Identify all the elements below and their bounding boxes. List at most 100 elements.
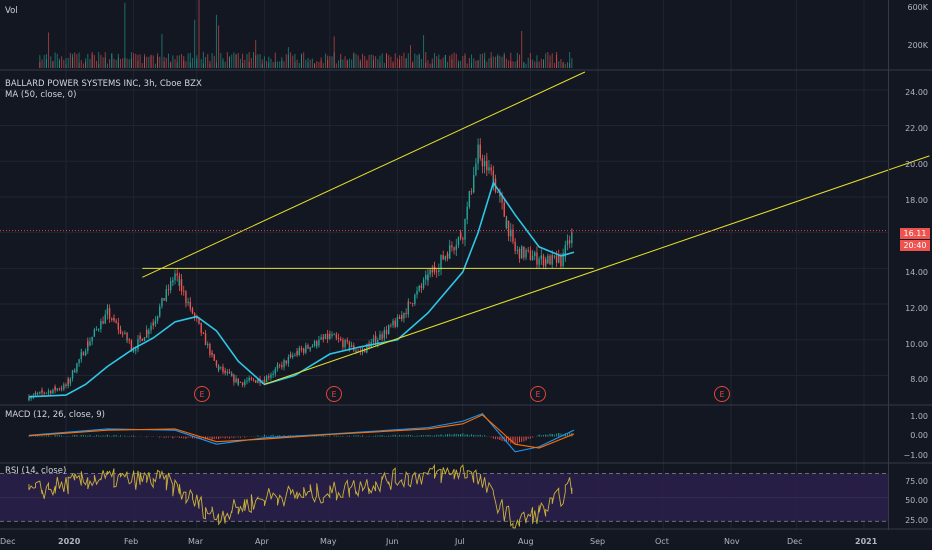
macd-histogram-bar: [222, 436, 224, 438]
candle-body: [379, 334, 381, 340]
earnings-marker[interactable]: E: [714, 386, 730, 402]
candle-body: [449, 245, 451, 259]
volume-bar: [207, 54, 209, 68]
volume-bar: [335, 63, 337, 68]
candle-body: [145, 329, 148, 335]
candle-body: [163, 298, 165, 301]
candle-body: [501, 194, 503, 203]
time-axis-label: Mar: [188, 537, 204, 546]
volume-bar: [442, 57, 444, 68]
macd-histogram-bar: [481, 435, 483, 437]
macd-histogram-bar: [551, 434, 553, 437]
macd-histogram-bar: [547, 434, 549, 437]
macd-histogram-bar: [329, 435, 331, 437]
candle-body: [244, 381, 246, 386]
macd-histogram-bar: [427, 435, 429, 437]
candle-body: [381, 337, 383, 339]
candle-body: [287, 356, 290, 364]
volume-bar: [113, 58, 115, 68]
macd-histogram-bar: [447, 434, 449, 437]
candle-body: [34, 393, 37, 394]
macd-histogram-bar: [61, 435, 63, 437]
volume-bar: [486, 61, 488, 68]
candle-body: [407, 301, 410, 315]
candle-body: [309, 347, 311, 350]
macd-histogram-bar: [87, 435, 89, 437]
candle-body: [228, 371, 231, 374]
candle-body: [414, 300, 416, 305]
volume-bar: [505, 58, 507, 68]
macd-histogram-bar: [91, 436, 93, 437]
volume-bar: [525, 63, 527, 68]
candle-body: [80, 352, 82, 354]
volume-bar: [538, 61, 540, 68]
volume-bar: [364, 56, 366, 68]
candle-body: [28, 398, 30, 400]
macd-histogram-bar: [460, 434, 462, 437]
candle-body: [540, 255, 543, 260]
volume-bar: [224, 61, 226, 68]
candle-body: [566, 240, 569, 246]
candle-body: [274, 368, 277, 374]
volume-bar: [523, 62, 525, 68]
volume-bar: [508, 60, 510, 68]
macd-histogram-bar: [237, 436, 239, 438]
candle-body: [143, 337, 146, 341]
volume-bar: [481, 53, 483, 68]
candle-body: [172, 280, 174, 282]
macd-histogram-bar: [314, 435, 316, 437]
volume-bar: [170, 61, 172, 68]
candle-body: [459, 232, 462, 239]
candle-body: [196, 316, 198, 319]
candle-body: [300, 348, 303, 350]
volume-bar: [253, 52, 255, 68]
price-tick: 22.00: [905, 124, 928, 133]
candle-body: [326, 333, 329, 340]
macd-histogram-bar: [442, 435, 444, 437]
candle-body: [473, 175, 475, 181]
candle-body: [333, 334, 335, 336]
vol-pane-title: Vol: [5, 6, 18, 16]
volume-bar: [562, 61, 564, 68]
macd-histogram-bar: [28, 435, 30, 437]
candle-body: [433, 266, 436, 272]
macd-tick: 0.00: [910, 431, 928, 440]
macd-histogram-bar: [324, 435, 326, 437]
earnings-marker[interactable]: E: [530, 386, 546, 402]
macd-histogram-bar: [82, 435, 84, 437]
macd-histogram-bar: [433, 435, 435, 437]
volume-bar: [133, 53, 135, 68]
candle-body: [217, 367, 220, 370]
volume-bar: [89, 59, 91, 68]
candle-body: [102, 321, 104, 324]
volume-bar: [61, 56, 63, 68]
candle-body: [248, 377, 250, 381]
macd-histogram-bar: [475, 435, 477, 437]
earnings-marker[interactable]: E: [326, 386, 342, 402]
macd-histogram-bar: [536, 435, 538, 437]
macd-histogram-bar: [159, 436, 161, 438]
macd-histogram-bar: [512, 436, 514, 444]
volume-bar: [198, 0, 200, 68]
volume-bar: [102, 57, 104, 68]
macd-histogram-bar: [185, 436, 187, 439]
candle-body: [534, 252, 536, 257]
macd-histogram-bar: [527, 436, 529, 439]
candle-body: [233, 374, 235, 383]
earnings-marker[interactable]: E: [194, 386, 210, 402]
candle-body: [346, 340, 348, 342]
candle-body: [407, 301, 410, 303]
candle-body: [159, 306, 161, 312]
candle-body: [475, 163, 477, 176]
candle-body: [313, 341, 316, 346]
candle-body: [435, 271, 438, 273]
volume-bar: [379, 55, 381, 68]
candle-body: [342, 341, 344, 348]
volume-bar: [510, 52, 512, 68]
macd-histogram-bar: [167, 436, 169, 438]
macd-histogram-bar: [529, 436, 531, 439]
candle-body: [477, 144, 479, 164]
macd-histogram-bar: [279, 435, 281, 437]
volume-bar: [357, 55, 359, 68]
candle-body: [141, 338, 144, 341]
